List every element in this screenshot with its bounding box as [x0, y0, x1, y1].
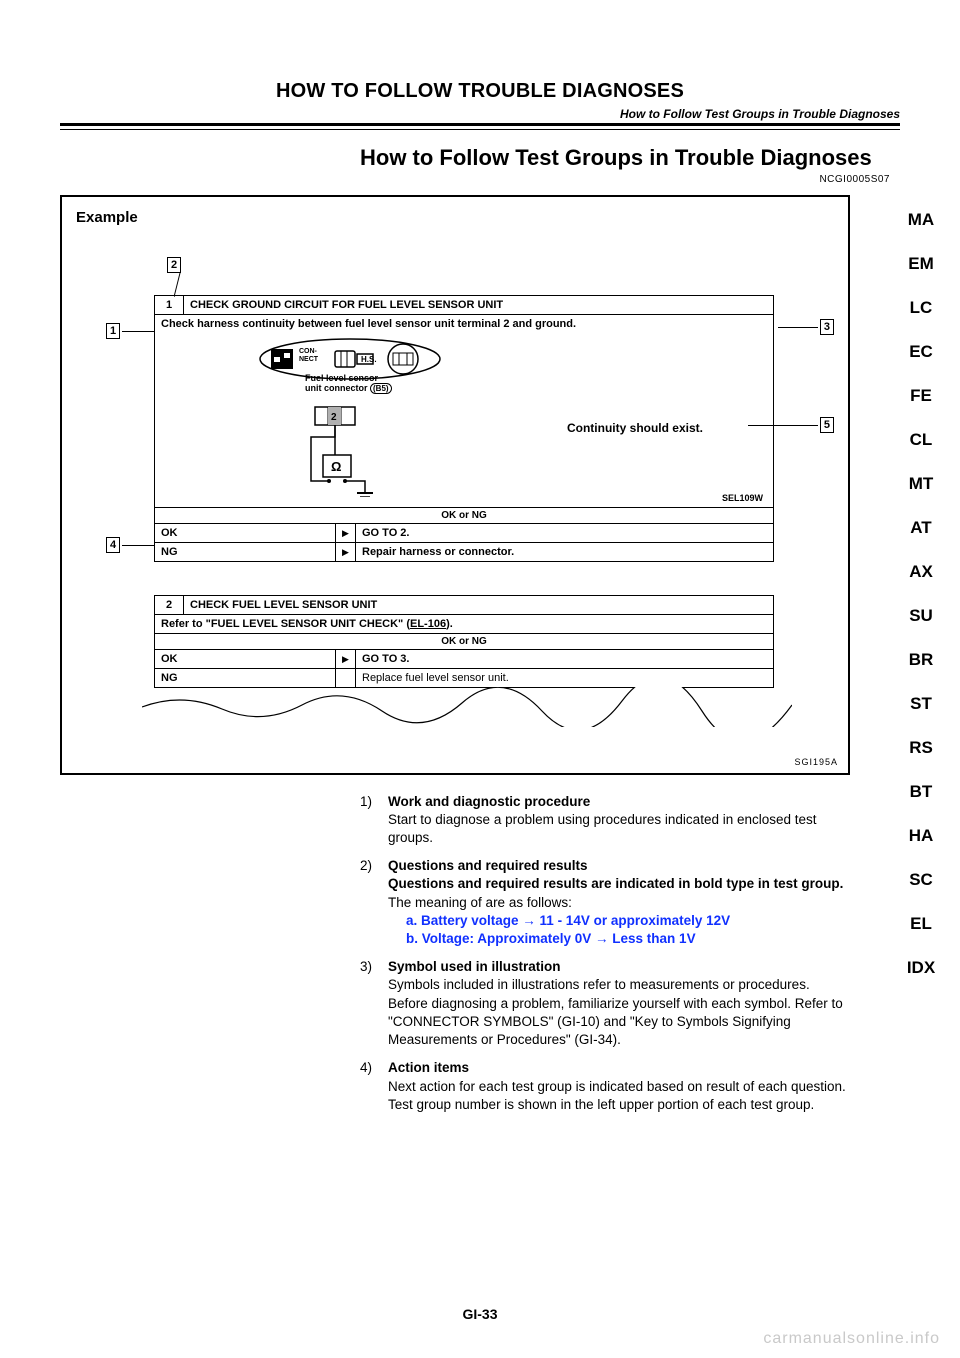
page-number: GI-33 [0, 1306, 960, 1322]
tg1-num: 1 [155, 296, 183, 314]
tg2-num: 2 [155, 596, 183, 614]
body-list: 1) Work and diagnostic procedure Start t… [360, 793, 850, 1115]
tab-st[interactable]: ST [904, 694, 938, 714]
illus-code: SEL109W [722, 493, 763, 503]
item1-desc: Start to diagnose a problem using proced… [388, 812, 817, 845]
section-code: NCGI0005S07 [60, 174, 890, 185]
item1-title: Work and diagnostic procedure [388, 794, 590, 809]
connector-id: (B5) [370, 383, 392, 394]
tg2-head: CHECK FUEL LEVEL SENSOR UNIT [183, 596, 773, 614]
figure-code: SGI195A [794, 757, 838, 767]
torn-edge-icon [142, 687, 792, 727]
tg1-ok-arrow-icon [335, 524, 355, 542]
tg2-ok-arrow-icon [335, 650, 355, 668]
tab-el[interactable]: EL [904, 914, 938, 934]
tab-ec[interactable]: EC [904, 342, 938, 362]
ref-5: 5 [820, 417, 834, 433]
tab-lc[interactable]: LC [904, 298, 938, 318]
watermark: carmanualsonline.info [763, 1330, 940, 1348]
ref-3-leader [778, 327, 818, 328]
rule-thick [60, 123, 900, 126]
header-subtitle: How to Follow Test Groups in Trouble Dia… [60, 107, 900, 121]
tab-em[interactable]: EM [904, 254, 938, 274]
svg-text:Ω: Ω [331, 459, 341, 474]
tg2-ng-action: Replace fuel level sensor unit. [355, 669, 773, 687]
tab-cl[interactable]: CL [904, 430, 938, 450]
list-item-1: 1) Work and diagnostic procedure Start t… [360, 793, 850, 848]
item2-a: a. Battery voltage → 11 - 14V or approxi… [406, 913, 730, 928]
tg2-link[interactable]: EL-106 [410, 618, 446, 630]
ref-3: 3 [820, 319, 834, 335]
list-item-3: 3) Symbol used in illustration Symbols i… [360, 958, 850, 1049]
figure-box: Example 2 1 3 5 4 1 CHECK GROUND CIRCUIT… [60, 195, 850, 775]
item4-desc: Next action for each test group is indic… [388, 1079, 846, 1112]
item3-title: Symbol used in illustration [388, 959, 561, 974]
tab-at[interactable]: AT [904, 518, 938, 538]
tg1-ng-arrow-icon [335, 543, 355, 561]
tab-idx[interactable]: IDX [904, 958, 938, 978]
tg1-head: CHECK GROUND CIRCUIT FOR FUEL LEVEL SENS… [183, 296, 773, 314]
tg1-ok: OK [155, 524, 335, 542]
tg1-ng: NG [155, 543, 335, 561]
section-title: How to Follow Test Groups in Trouble Dia… [360, 144, 900, 172]
tab-br[interactable]: BR [904, 650, 938, 670]
tg1-body: Check harness continuity between fuel le… [155, 315, 773, 507]
tab-bt[interactable]: BT [904, 782, 938, 802]
svg-text:2: 2 [331, 412, 337, 423]
header-title: HOW TO FOLLOW TROUBLE DIAGNOSES [60, 80, 900, 103]
section-header: HOW TO FOLLOW TROUBLE DIAGNOSES [60, 80, 900, 103]
tab-fe[interactable]: FE [904, 386, 938, 406]
tg1-ok-action: GO TO 2. [355, 524, 773, 542]
tab-ma[interactable]: MA [904, 210, 938, 230]
tg1-instruction: Check harness continuity between fuel le… [161, 318, 576, 330]
continuity-result: Continuity should exist. [567, 421, 703, 435]
tg2-ok: OK [155, 650, 335, 668]
tab-su[interactable]: SU [904, 606, 938, 626]
item2-title: Questions and required results [388, 858, 588, 873]
example-label: Example [76, 209, 834, 226]
fuel-label-1: Fuel level sensor [305, 373, 378, 383]
ref-1: 1 [106, 323, 120, 339]
tab-sc[interactable]: SC [904, 870, 938, 890]
svg-text:H.S.: H.S. [361, 355, 377, 364]
ref-1-leader [122, 331, 154, 332]
tg1-ng-action: Repair harness or connector. [355, 543, 773, 561]
tg2-body: Refer to "FUEL LEVEL SENSOR UNIT CHECK" … [155, 615, 773, 633]
tg2-okng-label: OK or NG [155, 633, 773, 649]
ref-2: 2 [167, 257, 181, 273]
tg1-illustration-svg: CON- NECT H.S. [255, 337, 495, 497]
ref-2-leader [174, 273, 186, 297]
tg2-ok-action: GO TO 3. [355, 650, 773, 668]
tg2-ng: NG [155, 669, 335, 687]
tab-ha[interactable]: HA [904, 826, 938, 846]
tg1-okng-label: OK or NG [155, 507, 773, 523]
tg2-ng-arrow-icon [335, 669, 355, 687]
item2-d2: The meaning of are as follows: [388, 895, 572, 910]
side-tabs: MA EM LC EC FE CL MT AT AX SU BR ST RS B… [904, 210, 938, 978]
rule-thin [60, 129, 900, 130]
item2-d1: Questions and required results are indic… [388, 876, 843, 891]
page: HOW TO FOLLOW TROUBLE DIAGNOSES How to F… [0, 0, 960, 1358]
ref-4: 4 [106, 537, 120, 553]
svg-text:CON-: CON- [299, 348, 318, 355]
test-group-1: 1 CHECK GROUND CIRCUIT FOR FUEL LEVEL SE… [154, 295, 774, 562]
tab-mt[interactable]: MT [904, 474, 938, 494]
item2-b: b. Voltage: Approximately 0V → Less than… [406, 931, 696, 946]
tab-ax[interactable]: AX [904, 562, 938, 582]
tg1-illustration: CON- NECT H.S. [255, 337, 495, 497]
item3-desc: Symbols included in illustrations refer … [388, 977, 843, 1047]
tab-rs[interactable]: RS [904, 738, 938, 758]
test-group-2: 2 CHECK FUEL LEVEL SENSOR UNIT Refer to … [154, 595, 774, 688]
svg-text:NECT: NECT [299, 356, 319, 363]
list-item-2: 2) Questions and required results Questi… [360, 857, 850, 948]
ref-4-leader [122, 545, 154, 546]
fuel-label-2: unit connector (B5) [305, 383, 392, 393]
item4-title: Action items [388, 1060, 469, 1075]
list-item-4: 4) Action items Next action for each tes… [360, 1059, 850, 1114]
